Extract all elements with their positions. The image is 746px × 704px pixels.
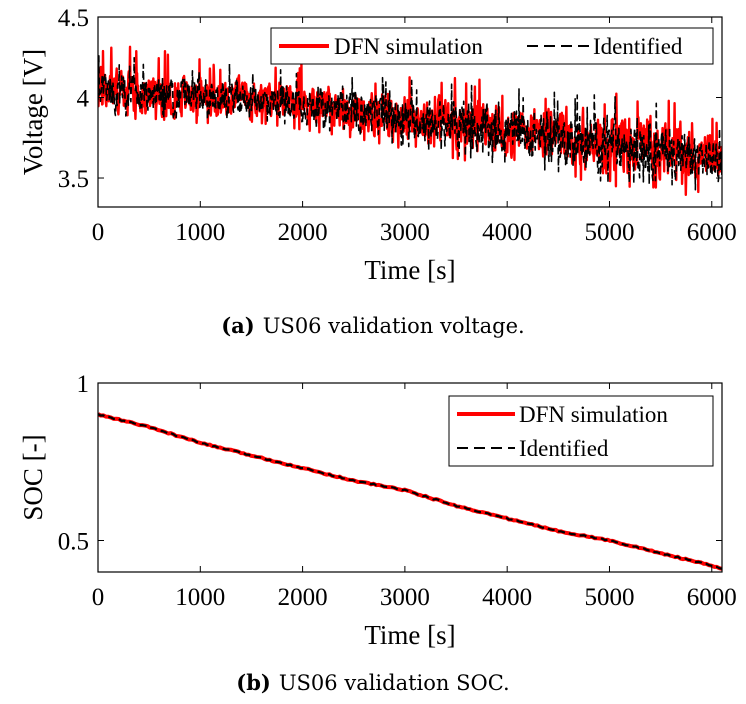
voltage-ticks: 0 1000 2000 3000 4000 5000 6000 3.5 4 4.5 — [58, 5, 737, 246]
soc-legend-box — [448, 395, 714, 467]
a-ytick-label: 4.5 — [58, 5, 89, 32]
voltage-plot-frame — [97, 16, 723, 208]
a-xtick-label: 3000 — [380, 219, 430, 246]
caption-a-text: US06 validation voltage. — [263, 314, 525, 338]
a-xtick-label: 6000 — [687, 219, 737, 246]
b-xtick-label: 6000 — [687, 584, 737, 611]
a-xtick-label: 5000 — [584, 219, 634, 246]
b-xtick-label: 5000 — [584, 584, 634, 611]
b-xtick-label: 1000 — [175, 584, 225, 611]
voltage-legend: DFN simulation Identified — [270, 27, 714, 65]
b-xtick-label: 2000 — [278, 584, 328, 611]
voltage-chart: 0 1000 2000 3000 4000 5000 6000 3.5 4 4.5 Time [s… — [18, 5, 737, 285]
voltage-legend-label-dfn: DFN simulation — [334, 34, 483, 59]
b-xtick-label: 0 — [92, 584, 105, 611]
soc-plot-area — [98, 412, 722, 571]
soc-legend-label-identified: Identified — [519, 436, 609, 461]
b-ytick-label: 1 — [77, 371, 90, 398]
a-xtick-label: 4000 — [482, 219, 532, 246]
voltage-y-axis-label: Voltage [V] — [18, 49, 48, 175]
voltage-legend-label-identified: Identified — [593, 34, 683, 59]
soc-plot-frame — [97, 382, 723, 573]
a-xtick-label: 0 — [92, 219, 105, 246]
a-xtick-label: 2000 — [278, 219, 328, 246]
caption-b-tag: (b) — [236, 670, 271, 695]
soc-legend: DFN simulation Identified — [448, 395, 714, 467]
caption-b-text: US06 validation SOC. — [279, 671, 510, 695]
voltage-plot-area — [98, 45, 722, 197]
b-series-identified — [98, 413, 722, 570]
soc-legend-label-dfn: DFN simulation — [519, 402, 668, 427]
soc-chart: 0 1000 2000 3000 4000 5000 6000 0.5 1 Time [s] S… — [18, 371, 737, 650]
a-ytick-label: 4 — [77, 86, 90, 113]
soc-y-axis-label: SOC [-] — [18, 434, 48, 520]
a-xtick-label: 1000 — [175, 219, 225, 246]
voltage-legend-box — [270, 27, 714, 65]
b-xtick-label: 4000 — [482, 584, 532, 611]
caption-a-tag: (a) — [221, 313, 254, 338]
caption-b: (b) US06 validation SOC. — [236, 670, 509, 695]
b-xtick-label: 3000 — [380, 584, 430, 611]
soc-ticks: 0 1000 2000 3000 4000 5000 6000 0.5 1 — [58, 371, 737, 611]
b-ytick-label: 0.5 — [58, 529, 89, 556]
a-series-identified — [98, 54, 722, 191]
a-ytick-label: 3.5 — [58, 166, 89, 193]
caption-a: (a) US06 validation voltage. — [221, 313, 524, 338]
voltage-x-axis-label: Time [s] — [364, 255, 455, 285]
soc-x-axis-label: Time [s] — [364, 620, 455, 650]
